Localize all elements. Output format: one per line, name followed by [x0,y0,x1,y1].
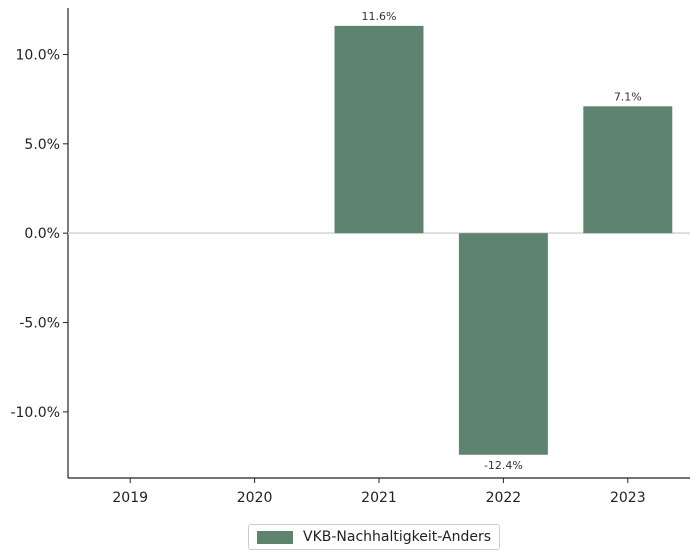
bar-2023 [583,106,673,234]
x-tick-label-2023: 2023 [610,490,646,506]
x-tick-label-2020: 2020 [237,490,273,506]
y-tick-label: -5.0% [19,316,60,332]
bar-label-2021: 11.6% [362,10,397,23]
y-axis-ticks: 10.0% 5.0% 0.0% -5.0% -10.0% [10,47,68,421]
x-tick-label-2021: 2021 [361,490,397,506]
y-tick-label: 5.0% [24,137,60,153]
legend: VKB-Nachhaltigkeit-Anders [248,524,500,550]
bar-2021 [334,25,424,234]
legend-swatch [257,530,293,544]
legend-label: VKB-Nachhaltigkeit-Anders [303,529,491,545]
bar-label-2023: 7.1% [614,90,642,103]
bars [334,25,673,455]
x-tick-label-2022: 2022 [486,490,522,506]
y-tick-label: 0.0% [24,226,60,242]
y-tick-label: -10.0% [10,405,60,421]
x-tick-label-2019: 2019 [112,490,148,506]
y-tick-label: 10.0% [16,47,60,63]
x-axis-ticks: 2019 2020 2021 2022 2023 [112,478,646,506]
bar-2022 [458,233,548,455]
bar-label-2022: -12.4% [484,459,523,472]
bar-labels: 11.6% -12.4% 7.1% [362,10,642,472]
